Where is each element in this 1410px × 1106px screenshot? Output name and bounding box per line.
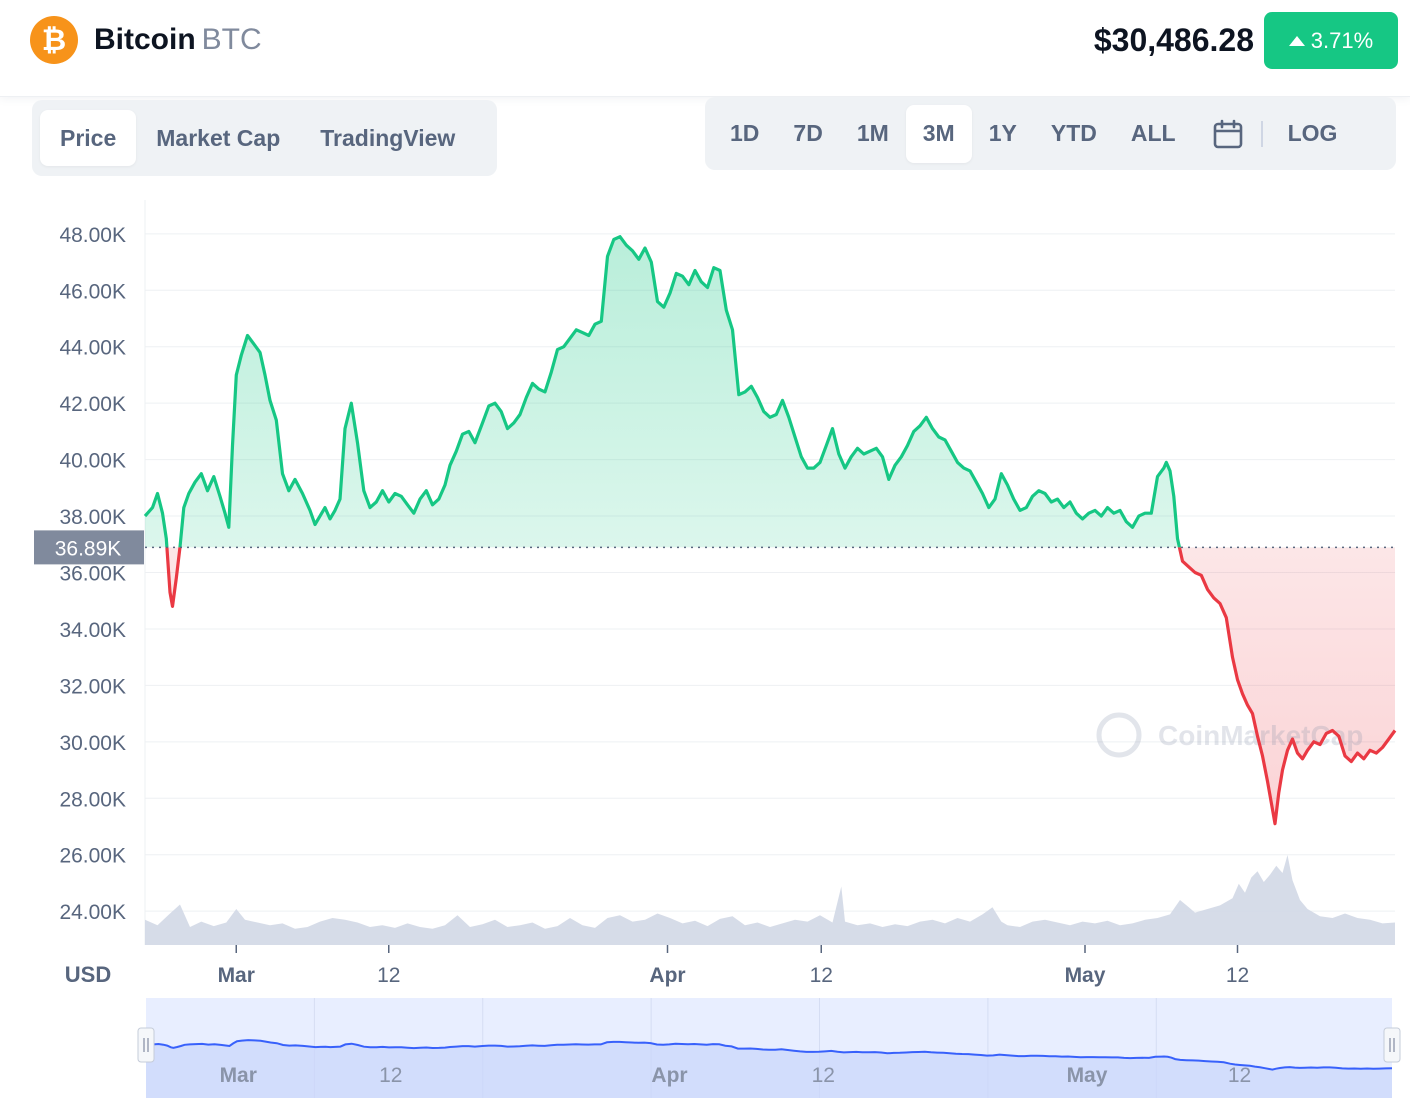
navigator-handle-body[interactable] [1383,1027,1401,1063]
x-tick-label: 12 [377,964,400,987]
reference-price-badge [34,530,144,565]
range-1y[interactable]: 1Y [988,120,1017,146]
x-tick-label: May [1065,964,1106,987]
navigator-x-label: 12 [812,1064,835,1087]
y-tick-label: 48.00K [59,224,126,247]
navigator-handle-right[interactable] [1383,1027,1401,1063]
navigator-x-label: 12 [379,1064,402,1087]
x-tick-label: Apr [649,964,685,987]
navigator-area [146,1040,1392,1098]
tab-tradingview[interactable]: TradingView [320,124,456,151]
y-tick-label: 24.00K [59,901,126,924]
price-line-down [165,547,1397,826]
y-tick-label: 26.00K [59,845,126,868]
bitcoin-logo-icon: ₿ [30,16,78,64]
navigator-x-label: May [1067,1064,1108,1087]
chart-type-tabs: Price Market Cap TradingView [32,100,497,176]
y-tick-label: 44.00K [59,337,126,360]
navigator-x-label: 12 [1228,1064,1251,1087]
range-1m[interactable]: 1M [856,120,889,146]
y-tick-label: 32.00K [59,675,126,698]
price-change-value: 3.71% [1310,27,1374,53]
caret-up-icon [1288,35,1305,46]
y-tick-label: 36.00K [59,563,126,586]
navigator-x-label: Apr [651,1064,687,1087]
range-7d[interactable]: 7D [793,120,823,146]
y-tick-label: 28.00K [59,788,126,811]
calendar-icon[interactable] [1213,119,1243,149]
price-area-down [145,547,1395,824]
y-tick-label: 42.00K [59,393,126,416]
coin-title: Bitcoin BTC [94,23,262,57]
navigator-x-label: Mar [220,1064,257,1087]
x-tick-label: Mar [218,964,255,987]
current-price: $30,486.28 [1093,22,1254,58]
range-3m[interactable]: 3M [905,104,972,163]
coin-symbol: BTC [201,23,262,56]
watermark: CoinMarketCap [1096,712,1363,758]
y-tick-label: 40.00K [59,450,126,473]
price-line-up [143,235,1182,548]
coin-header: ₿ Bitcoin BTC $30,486.28 3.71% [0,0,1410,97]
navigator-background [146,998,1392,1098]
y-tick-label: 38.00K [59,506,126,529]
range-1d[interactable]: 1D [730,120,760,146]
reference-price-label: 36.89K [55,537,122,560]
range-all[interactable]: ALL [1130,120,1176,146]
tab-market-cap[interactable]: Market Cap [156,124,281,151]
currency-label: USD [65,962,111,987]
price-change-badge: 3.71% [1264,12,1398,69]
time-range-tabs: 1D 7D 1M 3M 1Y YTD ALL LOG [705,97,1396,170]
navigator-line [145,1039,1393,1071]
tab-price[interactable]: Price [40,110,137,166]
watermark-text: CoinMarketCap [1158,720,1363,751]
coinmarketcap-logo-icon [1096,712,1142,758]
log-scale-toggle[interactable]: LOG [1287,120,1338,146]
navigator-handle-body[interactable] [137,1027,155,1063]
y-tick-label: 30.00K [59,732,126,755]
range-ytd[interactable]: YTD [1050,120,1097,146]
toolbar-divider [1260,120,1263,147]
x-tick-label: 12 [1226,964,1249,987]
volume-area [145,855,1395,945]
x-tick-label: 12 [810,964,833,987]
navigator-handle-left[interactable] [137,1027,155,1063]
y-tick-label: 46.00K [59,280,126,303]
price-area-up [145,236,1180,548]
coin-name: Bitcoin [94,23,196,56]
y-tick-label: 34.00K [59,619,126,642]
